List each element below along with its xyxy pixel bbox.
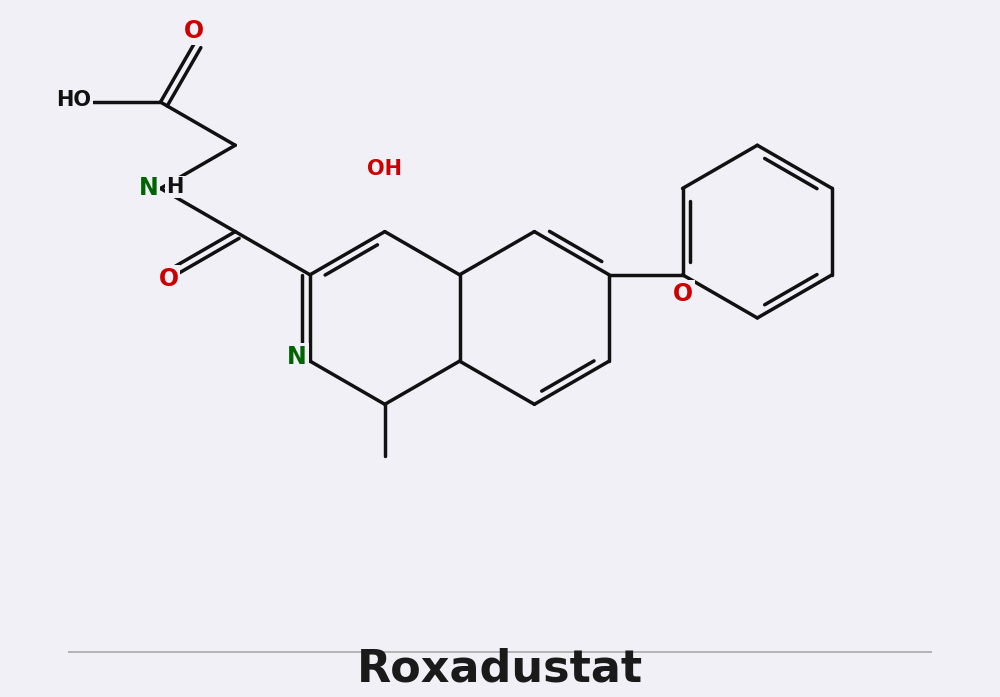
Text: O: O xyxy=(672,282,693,306)
Text: N: N xyxy=(138,176,158,201)
Text: H: H xyxy=(166,177,184,197)
Text: Roxadustat: Roxadustat xyxy=(357,648,643,691)
Text: O: O xyxy=(184,19,204,43)
Text: N: N xyxy=(287,345,307,369)
Text: OH: OH xyxy=(367,159,402,178)
Text: O: O xyxy=(158,267,179,291)
Text: HO: HO xyxy=(57,91,92,110)
